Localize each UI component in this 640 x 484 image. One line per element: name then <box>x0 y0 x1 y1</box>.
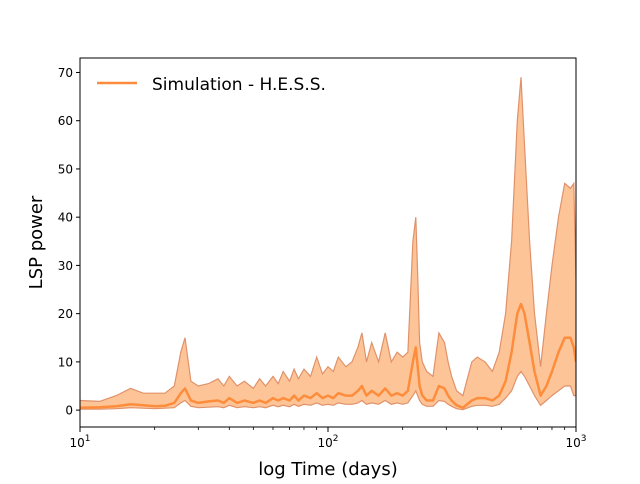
x-axis-label: log Time (days) <box>258 459 397 480</box>
y-tick-label: 50 <box>58 162 73 176</box>
y-tick-label: 10 <box>58 355 73 369</box>
x-tick-label: 101 <box>69 434 90 450</box>
x-tick-label-exponent: 1 <box>85 434 91 444</box>
y-tick-label: 20 <box>58 307 73 321</box>
x-tick-label: 102 <box>317 434 338 450</box>
y-tick-label: 70 <box>58 66 73 80</box>
y-axis-label: LSP power <box>26 195 47 289</box>
series-0-lower-line <box>80 370 576 411</box>
x-tick-label-base: 10 <box>317 436 332 450</box>
x-tick-label-exponent: 2 <box>333 434 339 444</box>
series-0-mean-line <box>80 302 576 409</box>
y-tick-label: 60 <box>58 114 73 128</box>
series-0-band <box>80 77 576 410</box>
plot-area <box>80 77 576 411</box>
x-tick-label-base: 10 <box>565 436 580 450</box>
x-tick-label-exponent: 3 <box>581 434 587 444</box>
series-0-upper-line <box>80 77 576 403</box>
y-tick-label: 0 <box>65 404 73 418</box>
y-tick-label: 40 <box>58 211 73 225</box>
plot-series <box>80 77 576 411</box>
legend-entry-label: Simulation - H.E.S.S. <box>152 75 326 95</box>
x-tick-label: 103 <box>565 434 586 450</box>
legend: Simulation - H.E.S.S. <box>97 75 326 95</box>
y-tick-label: 30 <box>58 259 73 273</box>
x-tick-label-base: 10 <box>69 436 84 450</box>
